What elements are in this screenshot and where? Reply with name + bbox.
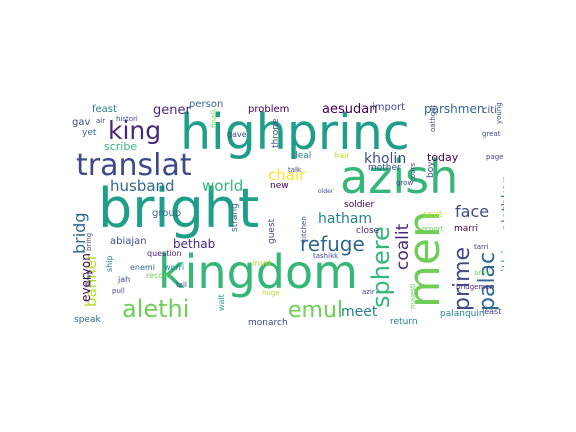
word-bethab: bethab [173, 237, 216, 251]
word-report: report [422, 225, 444, 233]
word-town: town [85, 269, 93, 287]
word-walt: walt [217, 294, 226, 311]
word-aesudan: aesudan [322, 102, 378, 117]
word-palac: palac [475, 251, 500, 311]
word-return: return [390, 317, 418, 327]
word-world: world [202, 177, 244, 195]
word-throne: throne [271, 118, 281, 148]
word-kingdom: kingdom [158, 245, 358, 299]
word-least: least [482, 307, 502, 316]
word-arriv: arriv [474, 269, 491, 277]
word-boy: boy [426, 161, 436, 178]
word-gav: gav [72, 117, 91, 128]
word-finalli: finalli [210, 109, 218, 128]
word-majesti: majesti [409, 283, 417, 309]
word-huge: huge [262, 289, 280, 297]
word-parshmen: parshmen [424, 102, 485, 116]
word-alethi: alethi [122, 295, 190, 323]
word-coalit: coalit [393, 223, 413, 270]
word-face: face [455, 202, 490, 221]
word-translat: translat [76, 148, 192, 183]
word-gave: gave [227, 130, 247, 139]
word-monarch: monarch [248, 318, 288, 328]
word-highprinc: highprinc [180, 104, 410, 161]
word-palanquin: palanquin [440, 309, 485, 319]
word-bridgemen: bridgemen [456, 283, 495, 291]
word-marri: marri [454, 224, 479, 234]
word-hair: hair [334, 151, 350, 160]
word-bright: bright [98, 177, 260, 240]
word-tarri: tarri [474, 243, 489, 251]
word-kitchen: kitchen [300, 216, 308, 242]
word-speak: speak [74, 315, 101, 325]
word-new: new [270, 181, 289, 191]
word-record: record [146, 271, 172, 280]
word-guest: guest [267, 218, 277, 244]
word-feast: feast [92, 104, 117, 115]
word-azish: azish [340, 150, 459, 204]
word-prime: prime [450, 246, 475, 311]
word-yet: yet [82, 128, 97, 138]
word-gener: gener [153, 103, 191, 118]
word-great: great [482, 130, 501, 138]
word-worri: worri [164, 263, 185, 272]
word-refuge: refuge [300, 232, 365, 256]
word-strang: strang [230, 203, 240, 232]
word-alethkar: alethkar [500, 177, 504, 231]
word-deal: deal [292, 151, 312, 161]
word-soldier: soldier [344, 200, 375, 210]
word-cloud: bright highprinc kingdom azish men trans… [72, 94, 504, 337]
word-grow: grow [396, 179, 414, 187]
word-chair: chair [268, 166, 306, 184]
word-husband: husband [110, 177, 175, 195]
word-kholin: kholin [364, 151, 407, 167]
word-import: import [372, 102, 406, 113]
word-king: king [108, 116, 162, 145]
word-page: page [486, 153, 504, 161]
word-azir: azir [362, 288, 375, 296]
word-seat: seat [423, 210, 443, 220]
word-group: group [152, 208, 182, 219]
word-meet: meet [341, 304, 378, 320]
word-citi: citi [482, 105, 497, 116]
word-talk: talk [288, 166, 302, 174]
word-enemi: enemi [130, 263, 155, 272]
word-young: young [495, 102, 503, 124]
word-urithiru: urithiru [500, 235, 504, 287]
word-jah: jah [118, 275, 131, 284]
word-question: question [147, 249, 182, 258]
word-tashikk: tashikk [313, 252, 339, 260]
word-air: air [96, 117, 106, 125]
word-histori: histori [116, 115, 138, 123]
word-tall: tall [176, 281, 187, 289]
word-scribe: scribe [104, 140, 138, 153]
word-close: close [356, 226, 380, 236]
word-bring: bring [85, 232, 93, 251]
word-oathgat: oathgat [429, 104, 437, 132]
word-mother: mother [368, 163, 401, 173]
word-today: today [427, 151, 459, 164]
word-ship: ship [105, 255, 114, 272]
word-invit: invit [252, 259, 272, 269]
word-emul: emul [288, 298, 344, 323]
word-older: older [318, 188, 334, 195]
word-pull: pull [112, 287, 125, 295]
word-person: person [189, 99, 224, 110]
word-problem: problem [248, 104, 290, 115]
word-abiajan: abiajan [110, 236, 147, 247]
word-hatham: hatham [318, 211, 373, 227]
